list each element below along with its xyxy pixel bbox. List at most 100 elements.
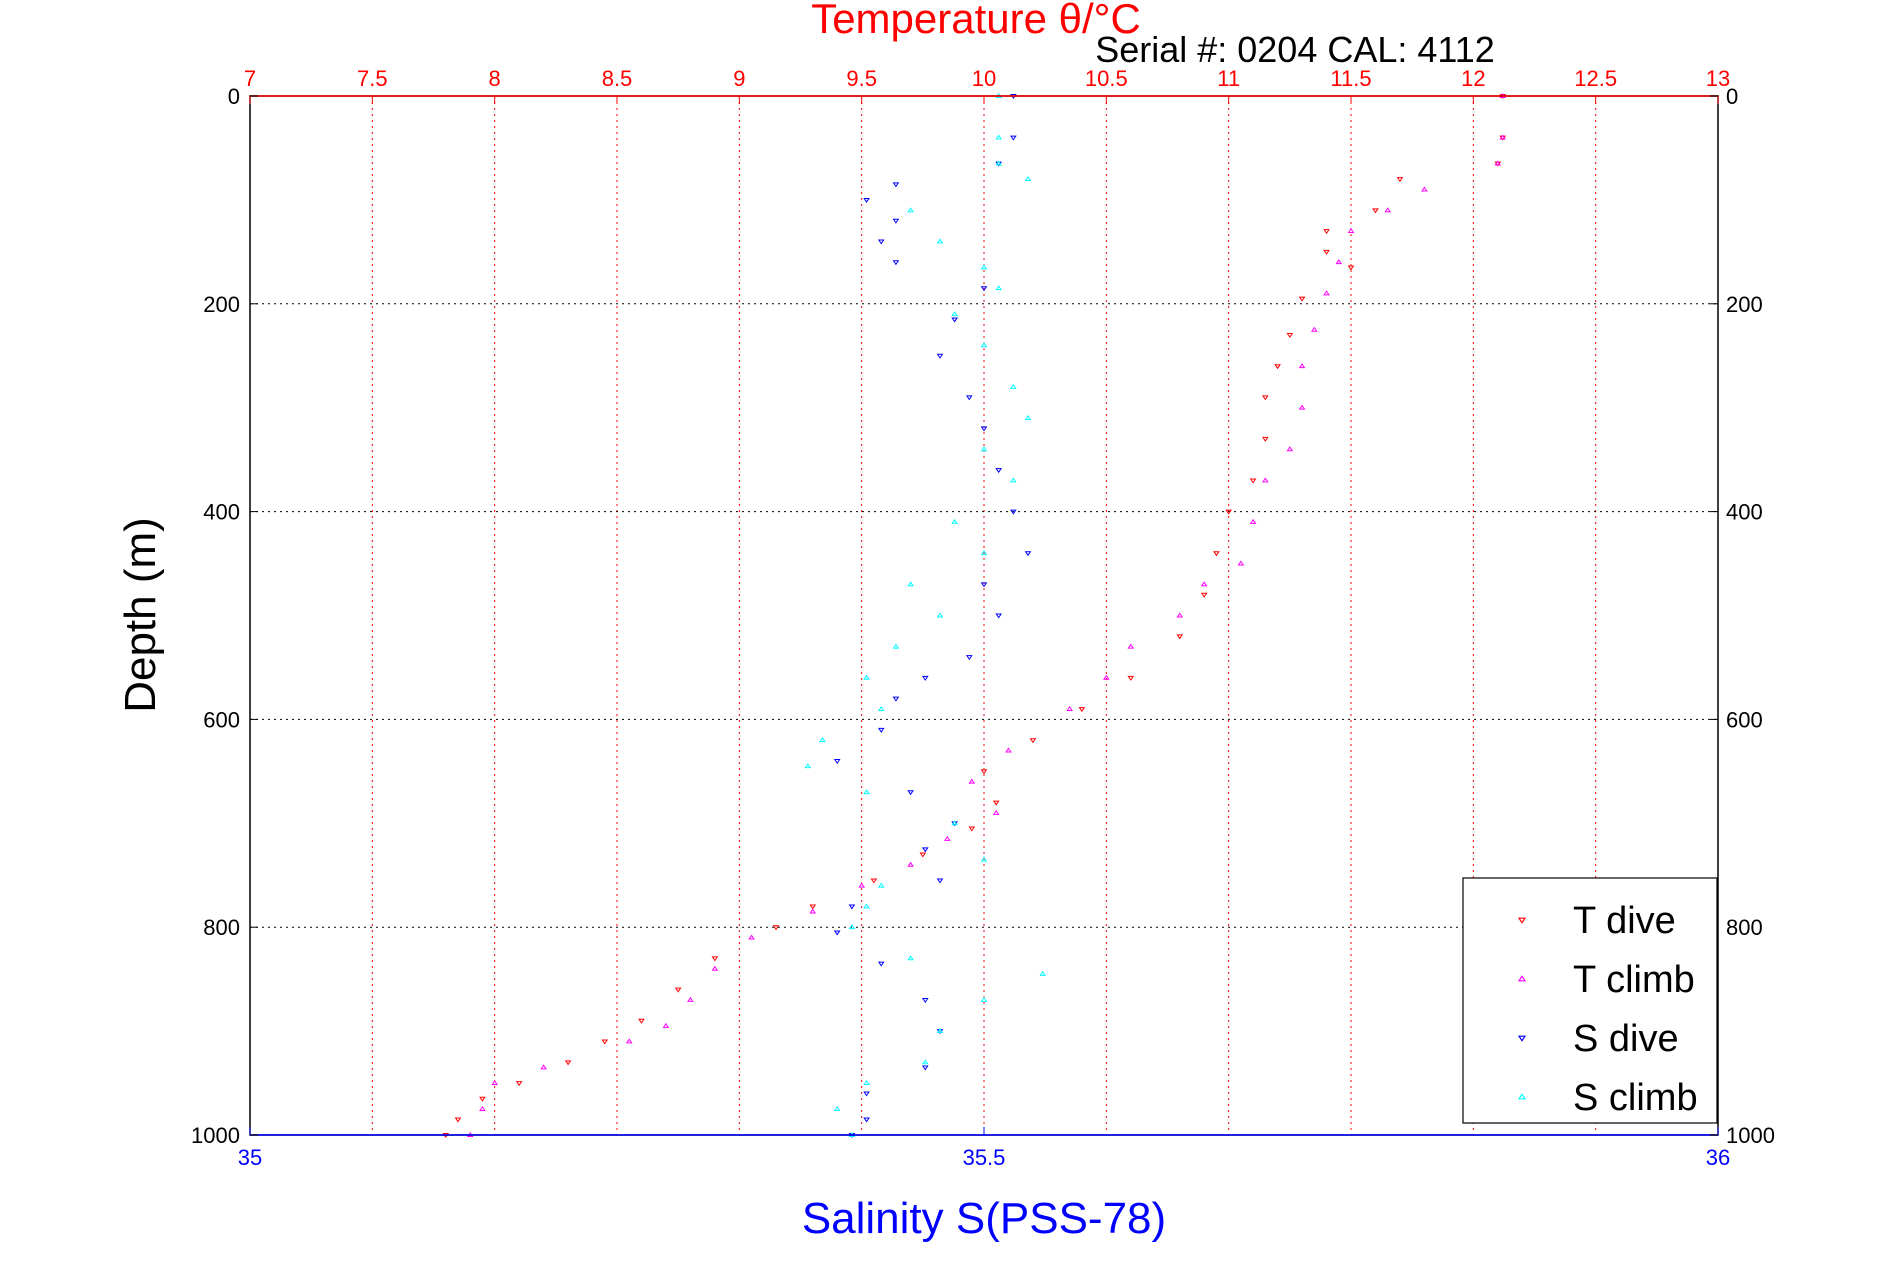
data-point bbox=[1494, 160, 1502, 166]
data-point bbox=[1372, 208, 1379, 214]
legend-label: T dive bbox=[1573, 900, 1676, 942]
data-point bbox=[1213, 551, 1220, 557]
data-point bbox=[995, 160, 1003, 166]
data-point bbox=[1323, 229, 1330, 235]
data-point bbox=[1029, 738, 1037, 744]
legend-label: T climb bbox=[1573, 959, 1695, 1001]
data-point bbox=[951, 317, 958, 323]
data-point bbox=[907, 955, 914, 961]
data-point bbox=[1176, 634, 1184, 640]
top-tick-label: 12.5 bbox=[1574, 66, 1617, 91]
legend: T dive T climb S dive S climb bbox=[1462, 877, 1718, 1124]
data-point bbox=[863, 197, 870, 203]
data-point bbox=[907, 581, 914, 587]
data-point bbox=[1298, 363, 1306, 369]
data-point bbox=[936, 238, 944, 244]
left-tick-label: 1000 bbox=[191, 1123, 240, 1148]
data-point bbox=[992, 800, 1000, 806]
data-point bbox=[936, 1028, 944, 1034]
data-point bbox=[1237, 560, 1245, 566]
top-tick-label: 11 bbox=[1217, 66, 1240, 91]
legend-marker bbox=[1517, 975, 1527, 982]
data-point bbox=[995, 285, 1003, 291]
data-point bbox=[863, 1079, 870, 1085]
data-point bbox=[1039, 970, 1047, 976]
series-s-dive bbox=[833, 94, 1032, 1139]
data-point bbox=[877, 961, 885, 967]
data-point bbox=[1010, 477, 1017, 483]
data-point bbox=[995, 134, 1003, 140]
data-points bbox=[442, 92, 1507, 1139]
data-point bbox=[1200, 581, 1208, 587]
data-point bbox=[1127, 675, 1135, 681]
data-point bbox=[995, 613, 1003, 619]
data-point bbox=[809, 904, 817, 910]
data-point bbox=[980, 286, 988, 292]
data-point bbox=[877, 239, 885, 245]
data-point bbox=[748, 934, 755, 940]
right-tick-label: 400 bbox=[1726, 500, 1763, 525]
right-tick-label: 600 bbox=[1726, 707, 1763, 732]
data-point bbox=[662, 1022, 670, 1028]
data-point bbox=[1024, 415, 1032, 421]
data-point bbox=[1347, 228, 1355, 234]
right-tick-label: 0 bbox=[1726, 84, 1738, 109]
left-tick-label: 400 bbox=[203, 500, 240, 525]
data-point bbox=[1286, 333, 1294, 339]
data-point bbox=[638, 1018, 645, 1024]
data-point bbox=[951, 820, 958, 826]
data-point bbox=[674, 987, 682, 993]
data-point bbox=[907, 790, 914, 796]
top-tick-label: 9.5 bbox=[846, 66, 877, 91]
data-point bbox=[863, 1117, 870, 1123]
data-point bbox=[863, 674, 870, 680]
data-point bbox=[936, 612, 944, 618]
data-point bbox=[1066, 705, 1073, 711]
data-point bbox=[907, 207, 914, 213]
data-point bbox=[454, 1117, 462, 1123]
data-point bbox=[1335, 259, 1343, 265]
data-point bbox=[877, 705, 885, 711]
top-tick-label: 8.5 bbox=[602, 66, 633, 91]
data-point bbox=[951, 311, 958, 317]
series-t-dive bbox=[442, 94, 1507, 1139]
data-point bbox=[848, 924, 856, 930]
bottom-tick-label: 35.5 bbox=[963, 1145, 1006, 1170]
top-tick-label: 9 bbox=[733, 66, 745, 91]
data-point bbox=[1323, 249, 1330, 255]
data-point bbox=[980, 426, 988, 432]
data-point bbox=[1286, 446, 1294, 452]
data-point bbox=[980, 856, 988, 862]
data-point bbox=[711, 965, 719, 971]
data-point bbox=[809, 908, 817, 914]
data-point bbox=[1010, 135, 1017, 141]
data-point bbox=[980, 264, 988, 270]
series-s-climb bbox=[804, 92, 1047, 1137]
data-point bbox=[1499, 134, 1507, 140]
data-point bbox=[1262, 395, 1269, 401]
data-point bbox=[1249, 518, 1257, 524]
top-tick-label: 10.5 bbox=[1085, 66, 1128, 91]
top-tick-label: 7.5 bbox=[357, 66, 388, 91]
data-point bbox=[936, 878, 944, 884]
data-point bbox=[892, 696, 900, 702]
data-point bbox=[919, 852, 927, 858]
data-point bbox=[921, 1065, 929, 1071]
series-t-climb bbox=[466, 92, 1507, 1137]
data-point bbox=[848, 904, 856, 910]
data-point bbox=[1384, 207, 1392, 213]
data-point bbox=[1274, 364, 1281, 370]
data-point bbox=[995, 468, 1003, 474]
chart-subtitle: Serial #: 0204 CAL: 4112 bbox=[1095, 29, 1495, 70]
legend-marker bbox=[1517, 1035, 1527, 1042]
data-point bbox=[772, 925, 780, 931]
right-tick-label: 1000 bbox=[1726, 1123, 1775, 1148]
legend-marker bbox=[1517, 1093, 1527, 1100]
data-point bbox=[968, 778, 976, 784]
data-point bbox=[1010, 509, 1017, 515]
data-point bbox=[863, 903, 870, 909]
data-point bbox=[515, 1081, 523, 1087]
data-point bbox=[980, 446, 988, 452]
data-point bbox=[601, 1039, 609, 1045]
data-point bbox=[833, 1105, 841, 1111]
